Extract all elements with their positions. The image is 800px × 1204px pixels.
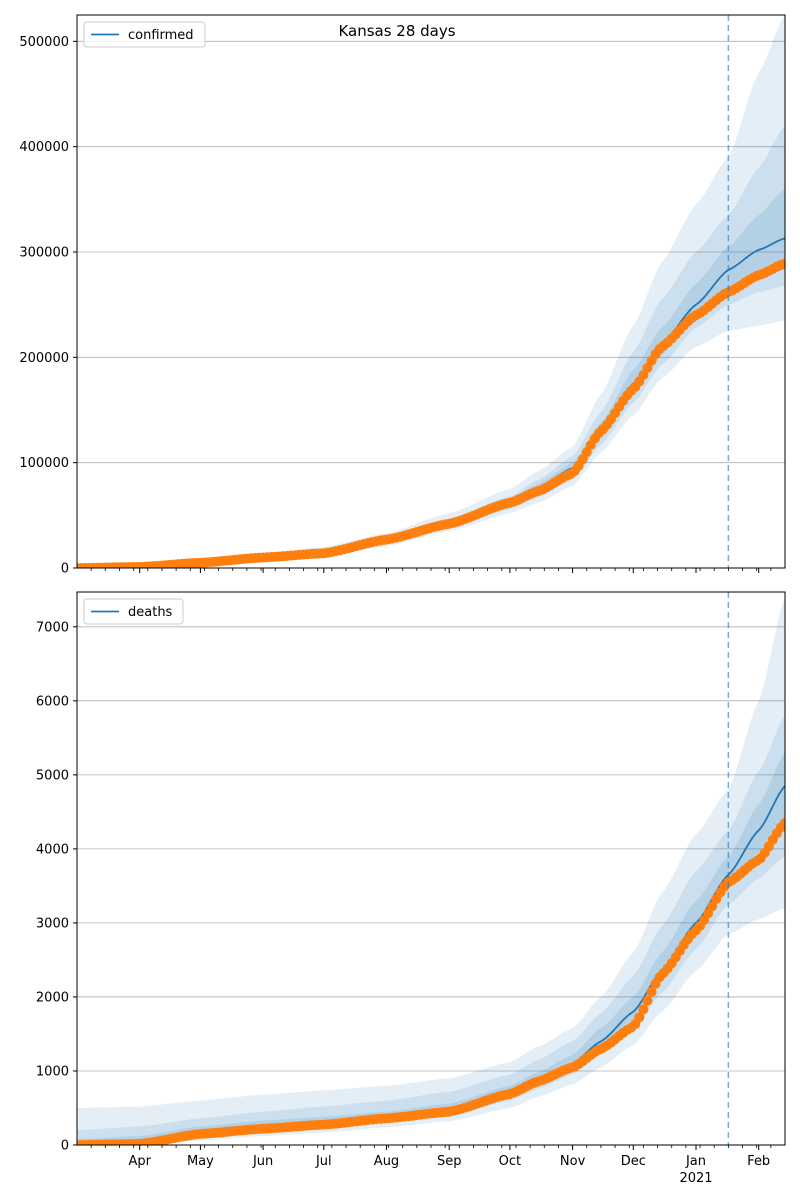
legend-label: confirmed <box>128 28 194 43</box>
y-tick-label: 0 <box>61 562 69 577</box>
legend: confirmed <box>83 21 206 48</box>
observed-point <box>634 1012 645 1023</box>
y-tick-label: 1000 <box>36 1064 69 1079</box>
observed-point <box>780 258 785 269</box>
observed-point <box>646 986 657 997</box>
y-tick-label: 2000 <box>36 990 69 1005</box>
observed-point <box>642 995 653 1006</box>
y-tick-label: 0 <box>61 1139 69 1154</box>
plot-area <box>77 15 785 568</box>
uncertainty-band-middle <box>77 715 785 1145</box>
x-tick-label: Feb <box>747 1154 770 1169</box>
observed-point <box>638 1004 649 1015</box>
y-tick-label: 6000 <box>36 694 69 709</box>
y-tick-label: 5000 <box>36 768 69 783</box>
x-tick-label: Aug <box>374 1154 399 1169</box>
y-tick-label: 200000 <box>19 351 69 366</box>
legend-label: deaths <box>128 605 173 620</box>
y-tick-label: 3000 <box>36 916 69 931</box>
plot-area <box>77 597 785 1145</box>
y-tick-label: 300000 <box>19 246 69 261</box>
x-tick-label: Jul <box>315 1154 332 1169</box>
uncertainty-band-outer <box>77 15 785 568</box>
uncertainty-band-middle <box>77 125 785 568</box>
x-tick-label: May <box>187 1154 214 1169</box>
y-tick-label: 4000 <box>36 842 69 857</box>
chart-title: Kansas 28 days <box>338 22 455 40</box>
x-tick-label: Dec <box>621 1154 646 1169</box>
confirmed-panel: 0 100000 200000 300000 400000 500000 confirmed <box>19 14 786 577</box>
legend: deaths <box>83 598 184 625</box>
x-tick-label: Apr <box>128 1154 151 1169</box>
x-tick-label: Sep <box>437 1154 462 1169</box>
y-tick-label: 7000 <box>36 620 69 635</box>
x-tick-label: Nov <box>560 1154 586 1169</box>
legend-box <box>83 598 184 625</box>
uncertainty-band-outer <box>77 597 785 1145</box>
deaths-panel: 0 1000 2000 3000 4000 5000 6000 7000 Apr May Jun Ju… <box>36 591 786 1186</box>
x-year-label: 2021 <box>679 1171 712 1186</box>
y-tick-label: 400000 <box>19 140 69 155</box>
y-tick-label: 100000 <box>19 456 69 471</box>
x-tick-label: Oct <box>499 1154 521 1169</box>
x-tick-label: Jun <box>252 1154 273 1169</box>
observed-point <box>780 817 785 828</box>
y-tick-label: 500000 <box>19 35 69 50</box>
legend-box <box>83 21 206 48</box>
x-tick-label: Jan <box>685 1154 706 1169</box>
